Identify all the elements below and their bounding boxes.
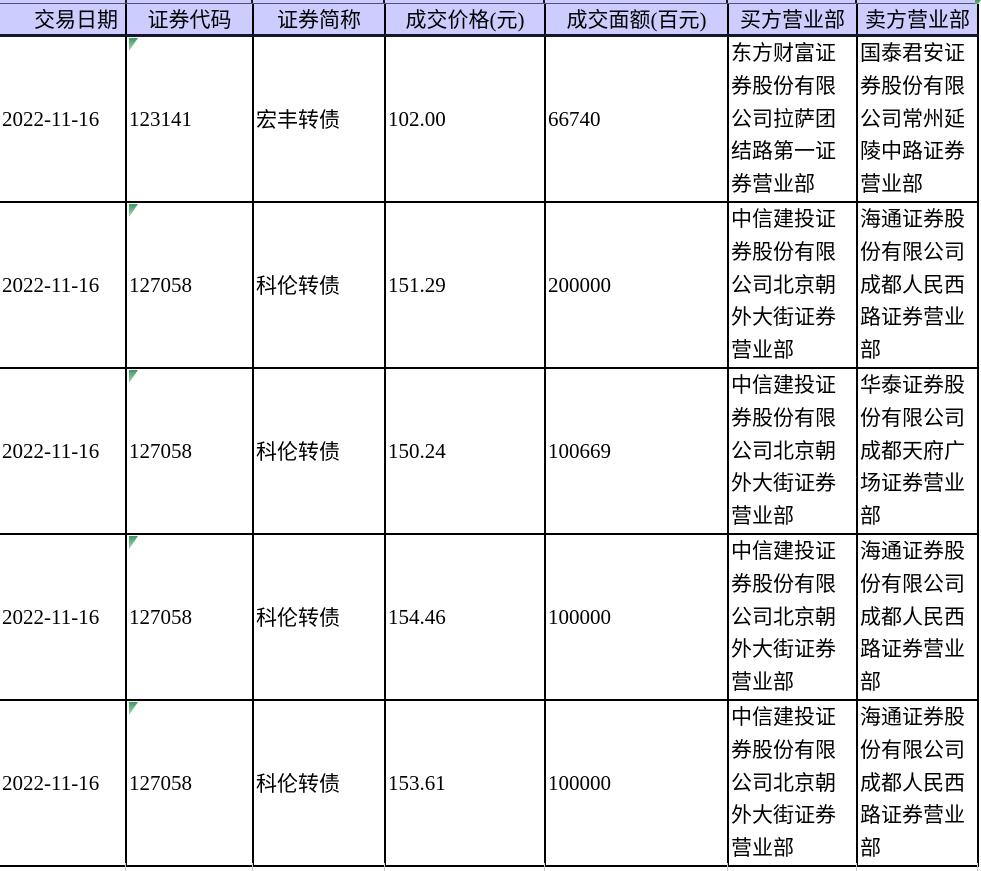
error-flag-icon: [129, 204, 138, 217]
gridline: [727, 863, 728, 871]
cell-security-code[interactable]: 127058: [125, 699, 254, 867]
cell-buyer-branch[interactable]: 中信建投证券股份有限公司北京朝外大街证券营业部: [727, 367, 858, 535]
table-row: 2022-11-16 123141 宏丰转债 102.00 66740 东方财富…: [0, 34, 979, 203]
cell-trade-date[interactable]: 2022-11-16: [0, 699, 127, 867]
gridline: [252, 863, 253, 871]
table-row: 2022-11-16 127058 科伦转债 154.46 100000 中信建…: [0, 533, 979, 701]
cell-trade-price[interactable]: 102.00: [384, 34, 546, 203]
trade-table: 交易日期 证券代码 证券简称 成交价格(元) 成交面额(百元) 买方营业部 卖方…: [0, 4, 979, 867]
gridline: [977, 863, 978, 871]
cell-security-code[interactable]: 127058: [125, 201, 254, 369]
gridline: [856, 863, 857, 871]
header-security-code[interactable]: 证券代码: [125, 4, 254, 37]
header-trade-price[interactable]: 成交价格(元): [384, 4, 546, 37]
cell-face-amount[interactable]: 200000: [544, 201, 729, 369]
cell-security-name[interactable]: 宏丰转债: [252, 34, 386, 203]
cell-security-name[interactable]: 科伦转债: [252, 699, 386, 867]
gridline: [726, 0, 728, 3]
cell-trade-date[interactable]: 2022-11-16: [0, 34, 127, 203]
cell-trade-price[interactable]: 150.24: [384, 367, 546, 535]
cell-buyer-branch[interactable]: 中信建投证券股份有限公司北京朝外大街证券营业部: [727, 699, 858, 867]
cell-face-amount[interactable]: 100000: [544, 699, 729, 867]
cell-seller-branch[interactable]: 海通证券股份有限公司成都人民西路证券营业部: [856, 533, 979, 701]
gridline: [544, 863, 545, 871]
cell-trade-date[interactable]: 2022-11-16: [0, 533, 127, 701]
cell-security-code[interactable]: 123141: [125, 34, 254, 203]
table-row: 2022-11-16 127058 科伦转债 151.29 200000 中信建…: [0, 201, 979, 369]
cell-security-code[interactable]: 127058: [125, 533, 254, 701]
gridline: [383, 0, 385, 3]
cell-buyer-branch[interactable]: 东方财富证券股份有限公司拉萨团结路第一证券营业部: [727, 34, 858, 203]
error-flag-icon: [129, 370, 138, 383]
header-row: 交易日期 证券代码 证券简称 成交价格(元) 成交面额(百元) 买方营业部 卖方…: [0, 4, 979, 37]
cell-buyer-branch[interactable]: 中信建投证券股份有限公司北京朝外大街证券营业部: [727, 533, 858, 701]
cell-face-amount[interactable]: 100669: [544, 367, 729, 535]
header-buyer-branch[interactable]: 买方营业部: [727, 4, 858, 37]
cell-seller-branch[interactable]: 海通证券股份有限公司成都人民西路证券营业部: [856, 699, 979, 867]
header-security-name[interactable]: 证券简称: [252, 4, 386, 37]
header-trade-date[interactable]: 交易日期: [0, 4, 127, 37]
cell-seller-branch[interactable]: 华泰证券股份有限公司成都天府广场证券营业部: [856, 367, 979, 535]
cell-security-name[interactable]: 科伦转债: [252, 367, 386, 535]
error-flag-icon: [129, 536, 138, 549]
table-row: 2022-11-16 127058 科伦转债 150.24 100669 中信建…: [0, 367, 979, 535]
error-flag-icon: [129, 702, 138, 715]
cell-trade-price[interactable]: 151.29: [384, 201, 546, 369]
cell-security-name[interactable]: 科伦转债: [252, 533, 386, 701]
gridline: [855, 0, 857, 3]
cell-security-name[interactable]: 科伦转债: [252, 201, 386, 369]
header-seller-branch[interactable]: 卖方营业部: [856, 4, 979, 37]
gridline: [251, 0, 253, 3]
gridline: [384, 863, 385, 871]
table-row: 2022-11-16 127058 科伦转债 153.61 100000 中信建…: [0, 699, 979, 867]
error-flag-icon: [129, 38, 138, 51]
gridline: [543, 0, 545, 3]
cell-buyer-branch[interactable]: 中信建投证券股份有限公司北京朝外大街证券营业部: [727, 201, 858, 369]
cell-seller-branch[interactable]: 国泰君安证券股份有限公司常州延陵中路证券营业部: [856, 34, 979, 203]
cell-security-code[interactable]: 127058: [125, 367, 254, 535]
cell-face-amount[interactable]: 66740: [544, 34, 729, 203]
gridline: [125, 863, 126, 871]
cell-face-amount[interactable]: 100000: [544, 533, 729, 701]
gridline: [125, 0, 127, 3]
cell-trade-price[interactable]: 154.46: [384, 533, 546, 701]
cell-seller-branch[interactable]: 海通证券股份有限公司成都人民西路证券营业部: [856, 201, 979, 369]
cell-trade-date[interactable]: 2022-11-16: [0, 367, 127, 535]
header-face-amount[interactable]: 成交面额(百元): [544, 4, 729, 37]
cell-trade-price[interactable]: 153.61: [384, 699, 546, 867]
cell-trade-date[interactable]: 2022-11-16: [0, 201, 127, 369]
